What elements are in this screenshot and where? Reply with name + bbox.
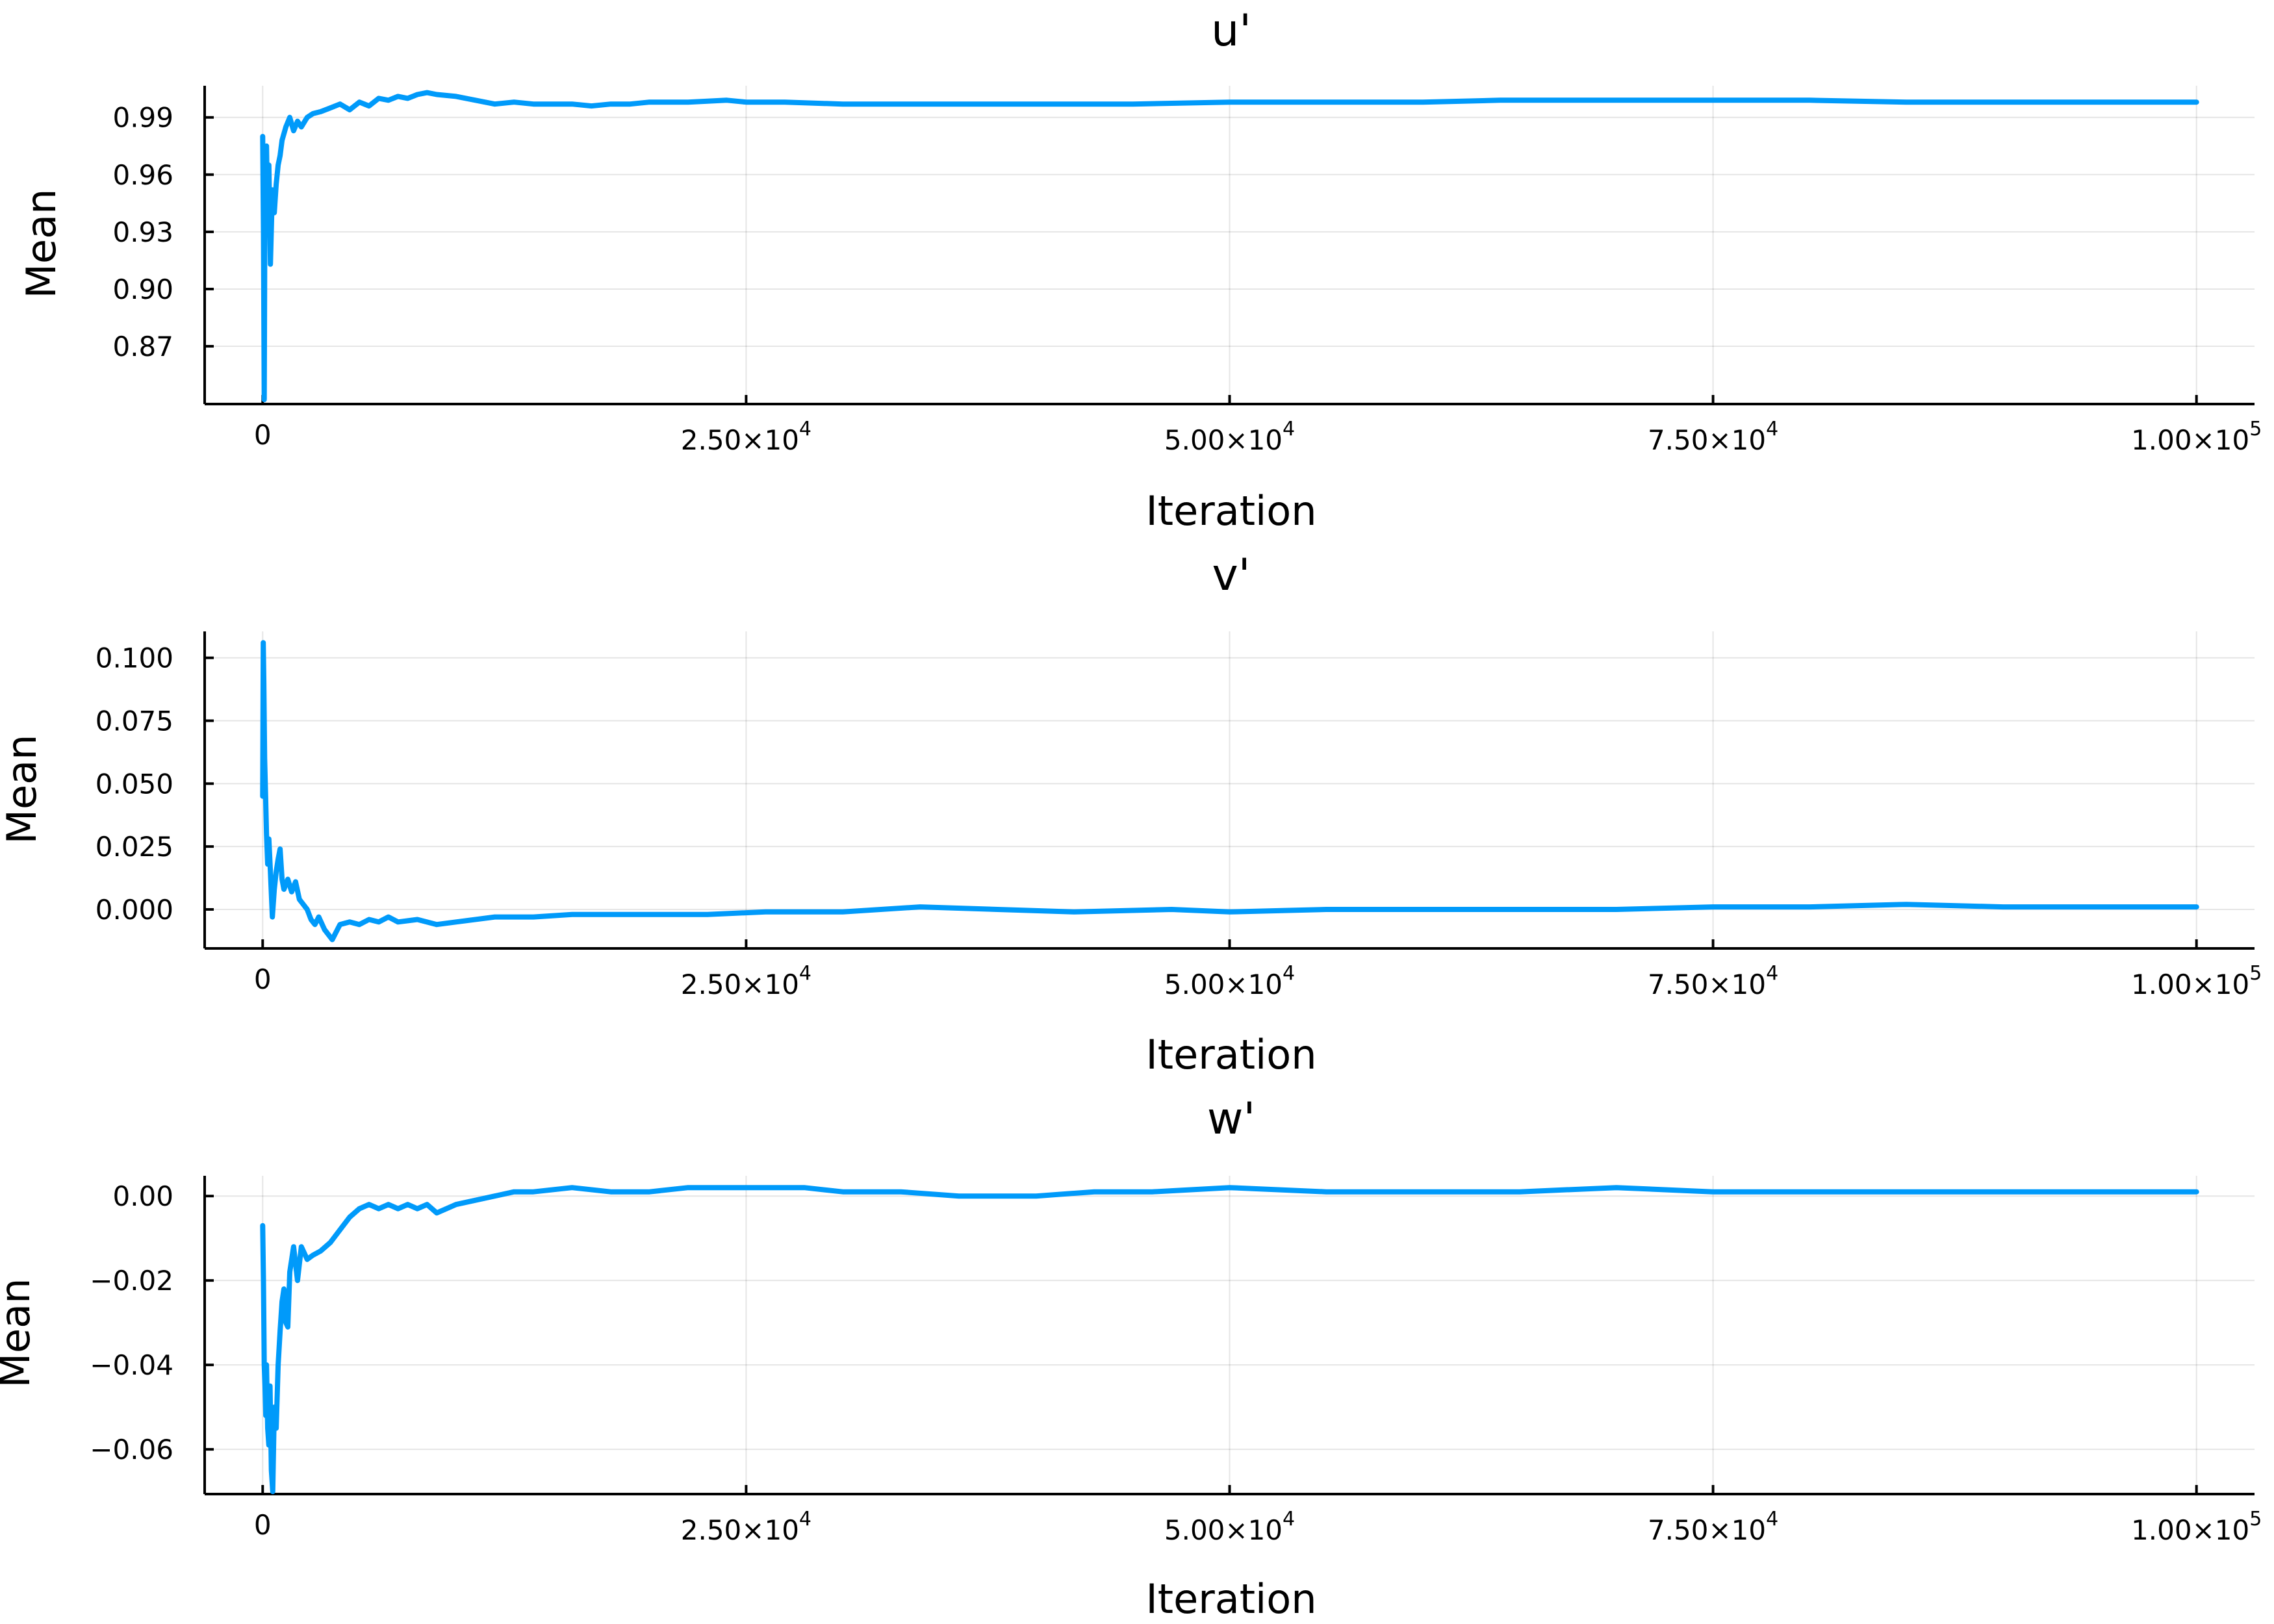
x-tick-exponent: 5 [2249,962,2262,985]
y-tick-label: −0.06 [90,1434,173,1465]
x-tick-exponent: 4 [1766,418,1778,440]
x-tick-label: 2.50×104 [681,962,811,1000]
series-line [260,90,2199,403]
y-tick-label: 0.90 [112,273,173,305]
x-ticks: 0 2.50×104 5.00×104 7.50×104 1.00×105 [254,395,2262,456]
chart-title: v' [1212,550,1251,601]
y-axis-label: Mean [0,1278,39,1388]
y-tick-label: 0.025 [96,831,173,863]
x-tick-label: 1.00×105 [2131,962,2262,1000]
y-tick-label: 0.075 [96,705,173,737]
x-tick-exponent: 4 [1283,418,1295,440]
x-axis-label: Iteration [1146,1575,1317,1623]
gridlines [205,631,2255,948]
x-tick-label: 5.00×104 [1164,418,1295,456]
y-axis-label: Mean [0,735,45,844]
panel-v: 0.000 0.025 0.050 0.075 0.100 0 2.50×104 5.00×… [0,550,2262,1078]
y-axis-label: Mean [18,189,65,299]
x-tick-exponent: 4 [1283,962,1295,985]
gridlines [205,1176,2255,1494]
y-tick-label: 0.050 [96,768,173,800]
x-tick-exponent: 5 [2249,418,2262,440]
x-tick-label: 2.50×104 [681,418,811,456]
x-tick-exponent: 4 [1283,1508,1295,1530]
x-tick-label: 1.00×105 [2131,1508,2262,1546]
x-tick-label: 0 [254,1509,272,1541]
series-line [260,1185,2199,1495]
x-tick-exponent: 5 [2249,1508,2262,1530]
series-line [260,640,2199,943]
x-axis-label: Iteration [1146,487,1317,535]
y-ticks: 0.000 0.025 0.050 0.075 0.100 [96,642,214,926]
x-tick-label: 7.50×104 [1648,962,1778,1000]
x-tick-label: 7.50×104 [1648,1508,1778,1546]
x-tick-label: 5.00×104 [1164,962,1295,1000]
x-tick-exponent: 4 [799,418,811,440]
x-ticks: 0 2.50×104 5.00×104 7.50×104 1.00×105 [254,1485,2262,1546]
x-tick-exponent: 4 [799,1508,811,1530]
y-tick-label: 0.99 [112,102,173,134]
series-lines [260,90,2199,403]
chart-title: w' [1207,1093,1255,1145]
x-tick-label: 1.00×105 [2131,418,2262,456]
y-ticks: −0.06 −0.04 −0.02 0.00 [90,1180,214,1465]
x-tick-label: 0 [254,419,272,451]
x-tick-label: 7.50×104 [1648,418,1778,456]
x-tick-exponent: 4 [1766,1508,1778,1530]
y-tick-label: 0.00 [112,1180,173,1212]
y-tick-label: 0.87 [112,331,173,362]
y-tick-label: −0.02 [90,1265,173,1297]
panel-u: 0.87 0.90 0.93 0.96 0.99 0 2.50×104 5.00×104 7.… [18,5,2262,535]
chart-title: u' [1211,5,1251,57]
y-tick-label: 0.96 [112,159,173,191]
x-tick-exponent: 4 [1766,962,1778,985]
y-tick-label: 0.000 [96,894,173,926]
series-lines [260,1185,2199,1495]
y-tick-label: −0.04 [90,1349,173,1381]
y-tick-label: 0.93 [112,216,173,248]
gridlines [205,86,2255,404]
y-tick-label: 0.100 [96,642,173,674]
x-tick-label: 5.00×104 [1164,1508,1295,1546]
x-tick-label: 0 [254,963,272,995]
panel-w: −0.06 −0.04 −0.02 0.00 0 2.50×104 5.00×104 7.5… [0,1093,2262,1623]
x-axis-label: Iteration [1146,1031,1317,1078]
x-tick-exponent: 4 [799,962,811,985]
x-tick-label: 2.50×104 [681,1508,811,1546]
series-lines [260,640,2199,943]
x-ticks: 0 2.50×104 5.00×104 7.50×104 1.00×105 [254,939,2262,1000]
y-ticks: 0.87 0.90 0.93 0.96 0.99 [112,102,214,362]
